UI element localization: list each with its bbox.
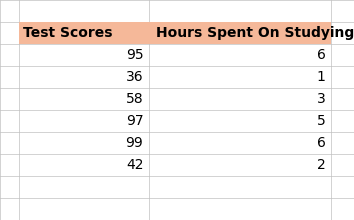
Bar (19, 22, 331, 44)
Text: 6: 6 (317, 48, 326, 62)
Text: 1: 1 (317, 70, 326, 84)
Text: 36: 36 (126, 70, 143, 84)
Text: 99: 99 (126, 136, 143, 150)
Text: 97: 97 (126, 114, 143, 128)
Text: 3: 3 (317, 92, 326, 106)
Text: 95: 95 (126, 48, 143, 62)
Text: Test Scores: Test Scores (23, 26, 113, 40)
Text: Hours Spent On Studying: Hours Spent On Studying (156, 26, 354, 40)
Text: 6: 6 (317, 136, 326, 150)
Text: 2: 2 (317, 158, 326, 172)
Text: 58: 58 (126, 92, 143, 106)
Text: 42: 42 (126, 158, 143, 172)
Text: 5: 5 (317, 114, 326, 128)
